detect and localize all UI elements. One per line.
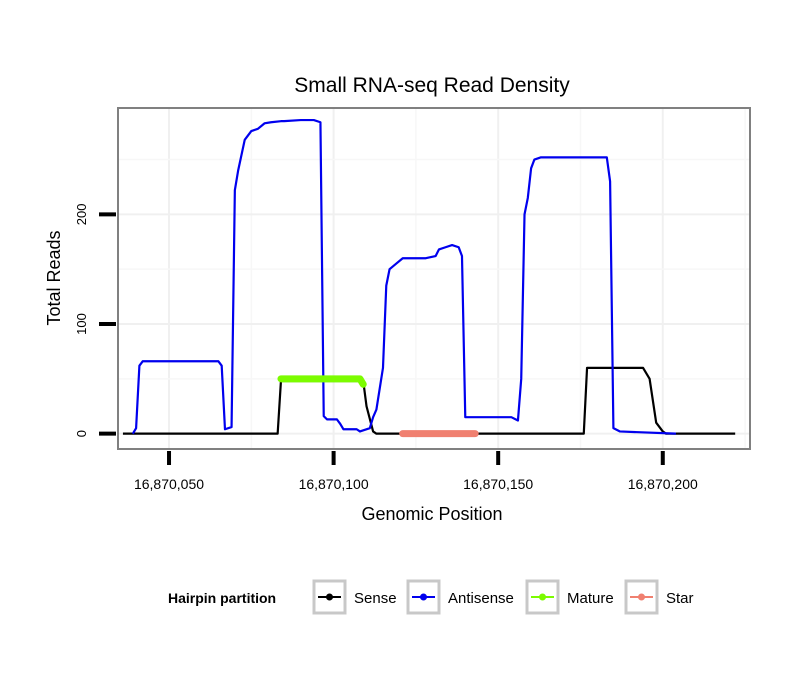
series-line-antisense <box>131 118 676 435</box>
x-tick-label: 16,870,150 <box>463 476 533 492</box>
x-tick-label: 16,870,200 <box>628 476 698 492</box>
legend-label-star: Star <box>666 590 694 607</box>
legend-label-antisense: Antisense <box>448 590 514 607</box>
x-axis-label: Genomic Position <box>361 504 502 524</box>
series-line-mature <box>277 375 367 388</box>
legend-key-point <box>326 593 333 601</box>
y-tick-label: 100 <box>74 313 89 335</box>
legend-key-point <box>420 593 427 601</box>
x-tick-label: 16,870,100 <box>299 476 369 492</box>
y-tick-label: 0 <box>74 430 89 437</box>
legend-key-point <box>539 593 546 601</box>
plot-border <box>117 107 751 450</box>
legend-label-mature: Mature <box>567 590 614 607</box>
legend: Hairpin partition Sense Antisense Mature St… <box>168 579 694 615</box>
legend-label-sense: Sense <box>354 590 397 607</box>
x-axis: 16,870,050 16,870,100 16,870,150 16,870,200 <box>134 451 698 492</box>
y-tick-label: 200 <box>74 204 89 226</box>
x-tick-label: 16,870,050 <box>134 476 204 492</box>
legend-title: Hairpin partition <box>168 590 276 606</box>
y-axis: 0 100 200 <box>74 204 116 437</box>
series-layer <box>122 118 736 438</box>
legend-key-point <box>638 593 645 601</box>
legend-key-box <box>525 579 560 615</box>
y-axis-label: Total Reads <box>44 230 64 325</box>
chart-title: Small RNA-seq Read Density <box>294 74 570 97</box>
plot-panel <box>117 107 751 450</box>
